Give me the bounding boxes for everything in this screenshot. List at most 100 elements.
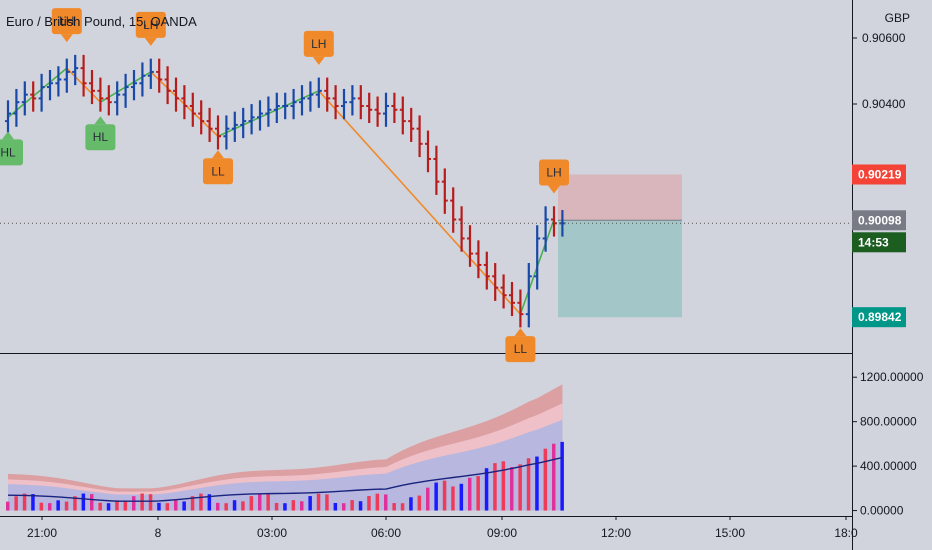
entry-price-tag: 0.90098 — [858, 213, 902, 227]
volume-bar — [81, 493, 86, 511]
pivot-label-pointer — [514, 328, 527, 337]
volume-bar — [358, 501, 363, 511]
target-zone — [558, 220, 682, 318]
volume-bar — [6, 501, 10, 511]
volume-bar — [98, 502, 102, 511]
pivot-label-text: LL — [514, 342, 528, 356]
pivot-label-text: LH — [546, 166, 561, 180]
pivot-label-text: HL — [0, 145, 16, 159]
volume-bar — [274, 502, 279, 511]
volume-bar — [325, 494, 329, 511]
pivot-label-text: LH — [311, 37, 326, 51]
volume-bar — [409, 497, 413, 511]
volume-bar — [199, 493, 203, 511]
volume-bar — [552, 443, 556, 511]
pivot-label-box — [85, 124, 116, 151]
volume-bar — [434, 482, 438, 511]
countdown-tag: 14:53 — [858, 235, 889, 249]
time-tick-label: 03:00 — [257, 526, 287, 540]
volume-bar — [216, 502, 220, 511]
volume-bar — [291, 500, 296, 511]
pivot-label-pointer — [60, 34, 73, 43]
volume-bar — [367, 496, 371, 511]
volume-bar — [459, 483, 464, 511]
volume-bar — [132, 496, 136, 511]
volume-bar — [106, 503, 111, 511]
volume-bar — [266, 494, 270, 511]
volume-bar — [48, 503, 52, 511]
volume-bar — [451, 486, 455, 511]
time-tick-label: 06:00 — [371, 526, 401, 540]
volume-bar — [190, 496, 195, 511]
volume-bar — [14, 496, 18, 511]
pivot-label-text: HL — [93, 130, 109, 144]
volume-average-line — [7, 456, 563, 502]
indicator-tick-label: 800.00000 — [860, 415, 917, 429]
volume-bar — [283, 503, 287, 511]
volume-bar — [56, 500, 60, 511]
volume-bar — [182, 501, 186, 511]
volume-bar — [64, 501, 69, 511]
currency-label: GBP — [885, 11, 910, 25]
volume-bar — [123, 501, 128, 511]
volume-bar — [375, 493, 380, 511]
volume-bar — [400, 503, 405, 511]
pivot-labels: HL LH HL LH LL LH LL LH — [0, 8, 569, 363]
volume-bar — [73, 496, 77, 511]
volume-bar — [384, 494, 388, 511]
volume-bar — [476, 476, 480, 511]
entry-price-tag-bg — [852, 210, 906, 231]
pivot-label-text: LH — [59, 14, 74, 28]
target-price-tag-bg — [852, 307, 906, 328]
stop-zone — [558, 174, 682, 221]
volume-indicator — [6, 384, 564, 511]
volume-bar — [39, 502, 44, 511]
volume-bar — [224, 503, 228, 511]
volume-bar — [417, 495, 422, 511]
time-tick-label: 21:00 — [27, 526, 57, 540]
pivot-label-box — [303, 30, 334, 57]
volume-bar — [316, 493, 321, 511]
swing-line — [7, 67, 68, 118]
volume-bar — [207, 494, 212, 511]
pivot-label-text: LL — [211, 164, 225, 178]
price-tick-label: 0.90400 — [862, 97, 906, 111]
ohlc-bars — [0, 54, 852, 328]
volume-bar — [140, 493, 144, 511]
time-tick-label: 12:00 — [601, 526, 631, 540]
volume-bar — [560, 441, 564, 511]
pivot-label-box — [51, 8, 82, 35]
volume-bar — [308, 496, 312, 511]
volume-bar — [535, 456, 539, 511]
time-tick-label: 15:00 — [715, 526, 745, 540]
volume-bar — [333, 503, 338, 511]
target-price-tag: 0.89842 — [858, 310, 902, 324]
volume-bar — [543, 448, 548, 511]
volume-bar — [22, 493, 27, 511]
volume-bar — [90, 494, 94, 511]
volume-bar — [249, 496, 254, 511]
volume-bar — [442, 480, 447, 511]
volume-bar — [241, 501, 245, 511]
pivot-label-pointer — [312, 56, 325, 65]
volume-bar — [165, 503, 170, 511]
pivot-label-pointer — [2, 131, 14, 140]
volume-bar — [232, 500, 237, 511]
volume-bar — [484, 468, 489, 511]
volume-bar — [174, 500, 178, 511]
pivot-label-box — [505, 336, 536, 363]
countdown-tag-bg — [852, 232, 906, 253]
pivot-label-pointer — [94, 116, 107, 125]
time-tick-label: 8 — [155, 526, 162, 540]
chart-title: Euro / British Pound, 15, OANDA — [6, 14, 197, 29]
pivot-label-text: LH — [143, 18, 158, 32]
pivot-label-pointer — [212, 150, 224, 159]
volume-bar — [518, 464, 522, 511]
price-tick-label: 0.90600 — [862, 31, 906, 45]
volume-bar — [258, 493, 262, 511]
position-box[interactable] — [558, 174, 682, 318]
indicator-tick-label: 1200.00000 — [860, 370, 924, 384]
pivot-label-box — [135, 11, 166, 38]
lower-band-area — [8, 419, 563, 511]
